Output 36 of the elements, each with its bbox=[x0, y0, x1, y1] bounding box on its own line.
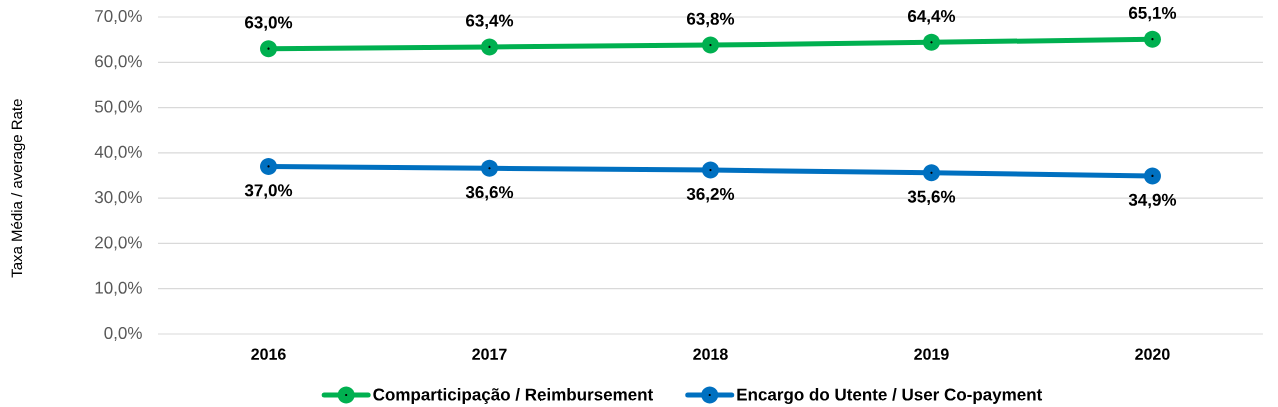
data-label: 64,4% bbox=[908, 10, 956, 25]
point bbox=[481, 159, 498, 177]
point bbox=[701, 161, 719, 179]
data-label: 34,9% bbox=[1128, 193, 1177, 209]
y-tick-label: 30,0% bbox=[94, 191, 142, 206]
y-tick-label: 20,0% bbox=[95, 236, 142, 251]
y-tick-label: 60,0% bbox=[95, 55, 142, 70]
point bbox=[701, 36, 719, 54]
legend-label: Comparticipação / Reimbursement bbox=[373, 388, 653, 404]
y-tick-label: 70,0% bbox=[95, 9, 142, 25]
point bbox=[481, 38, 498, 56]
x-tick-label: 2019 bbox=[914, 348, 949, 360]
point bbox=[260, 40, 278, 58]
x-tick-label: 2017 bbox=[472, 348, 507, 360]
data-label: 35,6% bbox=[907, 190, 956, 206]
data-label: 63,8% bbox=[687, 12, 735, 28]
data-label: 65,1% bbox=[1128, 6, 1177, 22]
y-tick-label: 50,0% bbox=[94, 100, 142, 115]
data-label: 63,4% bbox=[466, 14, 514, 30]
y-tick-label: 40,0% bbox=[94, 145, 142, 160]
data-label: 36,2% bbox=[686, 187, 735, 203]
data-label: 37,0% bbox=[244, 184, 293, 199]
data-label: 63,0% bbox=[245, 16, 293, 31]
x-tick-label: 2020 bbox=[1135, 348, 1170, 360]
point bbox=[922, 33, 940, 51]
point bbox=[922, 164, 940, 182]
point bbox=[1143, 167, 1161, 185]
point bbox=[1143, 30, 1161, 48]
point bbox=[260, 157, 278, 175]
data-label: 36,6% bbox=[465, 186, 514, 201]
legend-label: Encargo do Utente / User Co-payment bbox=[737, 388, 1043, 404]
y-axis-title: Taxa Média / average Rate bbox=[10, 99, 26, 278]
y-tick-label: 0,0% bbox=[104, 326, 142, 342]
y-tick-label: 10,0% bbox=[95, 281, 142, 296]
x-tick-label: 2018 bbox=[693, 348, 728, 360]
x-tick-label: 2016 bbox=[251, 348, 286, 360]
